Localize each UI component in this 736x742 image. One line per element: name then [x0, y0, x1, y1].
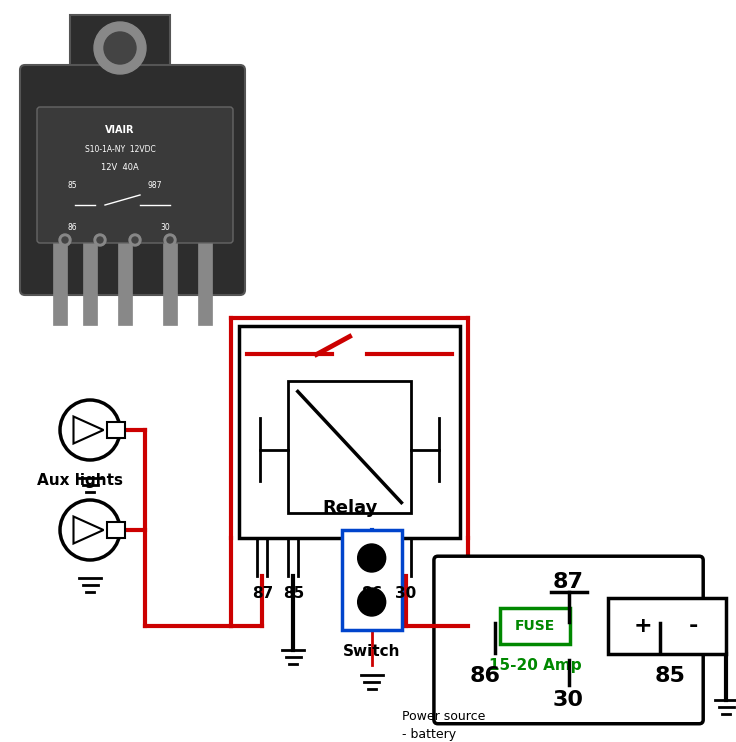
Text: Aux lights: Aux lights: [37, 473, 123, 487]
Text: VIAIR: VIAIR: [105, 125, 135, 135]
Text: Relay: Relay: [322, 499, 378, 517]
Circle shape: [167, 237, 173, 243]
Circle shape: [94, 234, 106, 246]
Bar: [198, 240, 212, 325]
Circle shape: [60, 400, 120, 460]
Bar: [239, 326, 460, 538]
Text: 87: 87: [252, 586, 273, 601]
Text: Switch: Switch: [343, 645, 400, 660]
Bar: [118, 240, 132, 325]
Text: -: -: [688, 616, 698, 636]
Circle shape: [104, 32, 136, 64]
Text: 86: 86: [361, 586, 383, 601]
Text: 30: 30: [553, 690, 584, 710]
Bar: [342, 530, 402, 630]
Text: 86: 86: [67, 223, 77, 232]
Text: 30: 30: [395, 586, 417, 601]
Bar: [163, 240, 177, 325]
Polygon shape: [74, 516, 104, 543]
Text: Power source
- battery
- low-beam
- head-beam: Power source - battery - low-beam - head…: [402, 710, 485, 742]
Bar: [500, 608, 570, 644]
Circle shape: [358, 588, 386, 616]
Bar: [53, 240, 67, 325]
Bar: [70, 15, 170, 85]
Circle shape: [129, 234, 141, 246]
Bar: [107, 421, 124, 439]
Circle shape: [59, 234, 71, 246]
Circle shape: [358, 544, 386, 572]
Text: 30: 30: [160, 223, 170, 232]
Bar: [107, 522, 124, 539]
Text: 12V  40A: 12V 40A: [101, 163, 139, 172]
Text: +: +: [634, 616, 653, 636]
Text: 85: 85: [67, 181, 77, 190]
Bar: [83, 240, 97, 325]
Circle shape: [60, 500, 120, 560]
Text: 85: 85: [654, 666, 685, 686]
Text: 86: 86: [470, 666, 501, 686]
FancyBboxPatch shape: [20, 65, 245, 295]
Circle shape: [62, 237, 68, 243]
Text: 15-20 Amp: 15-20 Amp: [489, 658, 581, 674]
Text: 85: 85: [283, 586, 304, 601]
FancyBboxPatch shape: [37, 107, 233, 243]
FancyBboxPatch shape: [434, 556, 703, 723]
Text: 987: 987: [148, 181, 162, 190]
Text: FUSE: FUSE: [515, 619, 555, 633]
Circle shape: [164, 234, 176, 246]
Circle shape: [94, 22, 146, 74]
Bar: [288, 381, 411, 513]
Text: 87: 87: [553, 572, 584, 592]
Circle shape: [132, 237, 138, 243]
Polygon shape: [74, 416, 104, 444]
Text: S10-1A-NY  12VDC: S10-1A-NY 12VDC: [85, 145, 155, 154]
Bar: [608, 598, 726, 654]
Circle shape: [97, 237, 103, 243]
